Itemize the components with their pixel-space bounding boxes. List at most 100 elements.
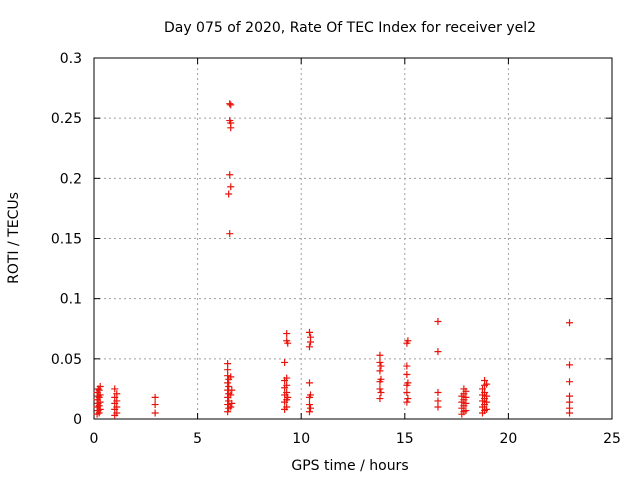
data-point xyxy=(434,403,442,411)
data-point xyxy=(227,124,235,132)
data-point xyxy=(225,190,233,198)
data-point xyxy=(96,405,104,413)
tick-labels: 0 5 10 15 20 25 0 0.05 0.1 0.15 0.2 0.25 0.3 xyxy=(51,51,621,447)
data-point xyxy=(483,380,491,388)
data-point xyxy=(462,399,470,407)
data-point xyxy=(481,376,489,384)
data-point xyxy=(566,378,574,386)
data-point xyxy=(376,358,384,366)
chart-title: Day 075 of 2020, Rate Of TEC Index for r… xyxy=(164,20,536,36)
data-point xyxy=(151,401,159,409)
y-axis-label: ROTI / TECUs xyxy=(6,192,22,284)
data-point xyxy=(305,343,313,351)
data-point xyxy=(113,409,121,417)
data-point xyxy=(462,387,470,395)
data-point xyxy=(224,408,232,416)
data-point xyxy=(224,366,232,374)
data-point xyxy=(283,374,291,382)
data-point xyxy=(566,319,574,327)
data-point xyxy=(227,403,235,411)
data-point xyxy=(566,392,574,400)
data-point xyxy=(224,360,232,368)
data-point xyxy=(95,402,103,410)
y-tick-label: 0.25 xyxy=(51,111,82,127)
data-point xyxy=(284,339,292,347)
data-point xyxy=(224,379,232,387)
data-point xyxy=(96,391,104,399)
data-point xyxy=(283,330,291,338)
data-point xyxy=(483,392,491,400)
data-point xyxy=(224,372,232,380)
data-point xyxy=(434,397,442,405)
y-tick-label: 0.2 xyxy=(60,171,82,187)
x-axis-label: GPS time / hours xyxy=(291,458,408,474)
data-point xyxy=(376,385,384,393)
data-point xyxy=(566,404,574,412)
data-point xyxy=(228,386,236,394)
data-point xyxy=(226,171,234,179)
x-tick-label: 10 xyxy=(292,431,310,447)
x-tick-label: 15 xyxy=(396,431,414,447)
data-point xyxy=(376,395,384,403)
data-point xyxy=(111,393,119,401)
data-point xyxy=(284,393,292,401)
data-point xyxy=(305,328,313,336)
data-point xyxy=(283,403,291,411)
data-point xyxy=(404,337,412,345)
data-point xyxy=(283,389,291,397)
x-tick-label: 20 xyxy=(499,431,517,447)
data-point xyxy=(483,405,491,413)
data-point xyxy=(111,385,119,393)
data-point xyxy=(434,389,442,397)
data-point xyxy=(305,408,313,416)
x-tick-label: 5 xyxy=(193,431,202,447)
data-point xyxy=(113,397,121,405)
data-point xyxy=(403,389,411,397)
x-tick-label: 0 xyxy=(90,431,99,447)
data-point xyxy=(307,333,315,341)
data-point xyxy=(376,351,384,359)
data-point xyxy=(462,407,470,415)
data-point xyxy=(283,381,291,389)
data-point xyxy=(113,390,121,398)
data-point xyxy=(403,362,411,370)
x-tick-label: 25 xyxy=(603,431,621,447)
y-tick-label: 0.05 xyxy=(51,352,82,368)
data-point xyxy=(151,409,159,417)
data-point xyxy=(151,393,159,401)
data-point xyxy=(227,183,235,191)
data-point xyxy=(95,409,103,417)
data-point xyxy=(226,230,234,238)
data-point xyxy=(96,383,104,391)
data-points xyxy=(93,100,574,419)
data-point xyxy=(281,358,289,366)
data-point xyxy=(225,383,233,391)
data-point xyxy=(483,398,491,406)
data-point xyxy=(227,391,235,399)
data-point xyxy=(226,100,234,108)
data-point xyxy=(434,348,442,356)
y-tick-label: 0.3 xyxy=(60,51,82,67)
data-point xyxy=(566,361,574,369)
data-point xyxy=(95,386,103,394)
data-point xyxy=(113,403,121,411)
data-point xyxy=(462,393,470,401)
data-point xyxy=(403,370,411,378)
data-point xyxy=(227,373,235,381)
data-point xyxy=(227,101,235,109)
data-point xyxy=(403,398,411,406)
data-point xyxy=(305,401,313,409)
data-point xyxy=(377,375,385,383)
y-tick-label: 0.15 xyxy=(51,232,82,248)
data-point xyxy=(305,379,313,387)
data-point xyxy=(481,389,489,397)
data-point xyxy=(377,389,385,397)
data-point xyxy=(479,385,486,393)
data-point xyxy=(404,395,412,403)
grid-lines xyxy=(94,58,612,419)
y-tick-label: 0.1 xyxy=(60,292,82,308)
data-point xyxy=(307,391,315,399)
data-point xyxy=(377,362,385,370)
data-point xyxy=(434,318,442,326)
